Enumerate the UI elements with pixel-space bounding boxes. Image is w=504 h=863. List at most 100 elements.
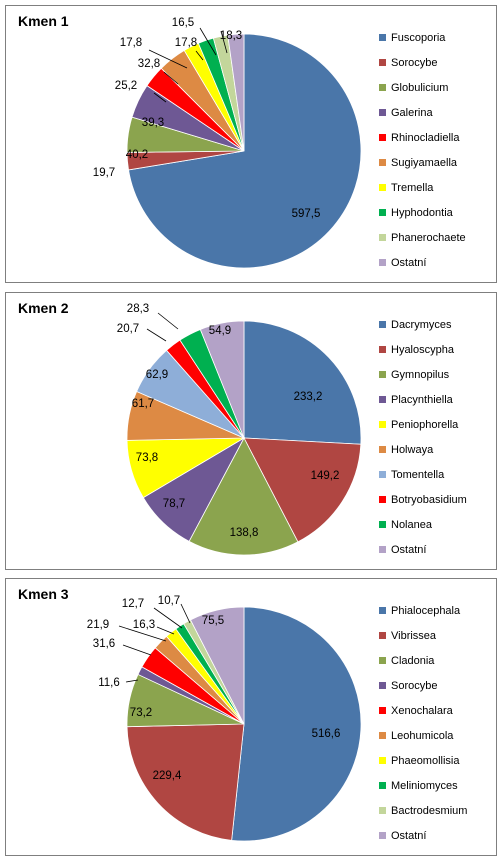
- data-label: 40,2: [126, 149, 148, 161]
- legend-item-galerina: Galerina: [379, 107, 433, 119]
- pie-chart-kmen-1: Kmen 1 597,5 19,7 40,2 39,3 25,232,8 17,8 17,8 1…: [18, 13, 466, 269]
- legend-swatch: [379, 59, 386, 66]
- legend-swatch: [379, 657, 386, 664]
- data-label: 73,2: [130, 707, 152, 719]
- chart-title: Kmen 1: [18, 13, 69, 29]
- legend-swatch: [379, 259, 386, 266]
- legend-label: Phaeomollisia: [391, 755, 460, 767]
- legend-label: Cladonia: [391, 655, 435, 667]
- data-label: 25,2: [115, 80, 137, 92]
- data-label: 62,9: [146, 369, 168, 381]
- legend-label: Meliniomyces: [391, 780, 458, 792]
- data-label: 31,6: [93, 638, 115, 650]
- leader-line: [148, 49, 188, 69]
- leader-line: [118, 625, 167, 642]
- legend-swatch: [379, 209, 386, 216]
- data-label: 516,6: [312, 728, 341, 740]
- legend-label: Galerina: [391, 107, 433, 119]
- legend-label: Dacrymyces: [391, 319, 452, 331]
- legend-swatch: [379, 109, 386, 116]
- legend-label: Hyaloscypha: [391, 344, 455, 356]
- legend-swatch: [379, 757, 386, 764]
- legend-swatch: [379, 471, 386, 478]
- legend-label: Tremella: [391, 182, 434, 194]
- leader-line: [195, 50, 204, 61]
- pie-slice-fuscoporia: [128, 33, 362, 269]
- leader-line: [156, 626, 175, 635]
- legend-swatch: [379, 159, 386, 166]
- legend-item-sugiyamaella: Sugiyamaella: [379, 157, 458, 169]
- pie-slice-phialocephala: [231, 606, 362, 842]
- legend-item-fuscoporia: Fuscoporia: [379, 32, 446, 44]
- legend-swatch: [379, 421, 386, 428]
- legend-label: Bactrodesmium: [391, 805, 467, 817]
- legend-label: Ostatní: [391, 544, 426, 556]
- legend-swatch: [379, 546, 386, 553]
- legend-label: Xenochalara: [391, 705, 454, 717]
- legend-item-phialocephala: Phialocephala: [379, 605, 461, 617]
- pie-slice-ostatni: [227, 33, 245, 152]
- data-label: 138,8: [230, 527, 259, 539]
- legend-label: Nolanea: [391, 519, 433, 531]
- leader-line: [199, 27, 217, 56]
- legend-label: Peniophorella: [391, 419, 459, 431]
- legend-swatch: [379, 632, 386, 639]
- data-label: 597,5: [292, 208, 321, 220]
- chart-panel-kmen-1: Kmen 1 597,5 19,7 40,2 39,3 25,2 32,8 17,8 17,8 1…: [5, 5, 497, 283]
- legend-item-holwaya: Holwaya: [379, 444, 434, 456]
- leader-line: [163, 71, 179, 85]
- legend-label: Hyphodontia: [391, 207, 454, 219]
- data-label: 21,9: [87, 619, 109, 631]
- pie-slice-hyaloscypha: [243, 437, 362, 543]
- legend-item-dacrymyces: Dacrymyces: [379, 319, 452, 331]
- legend-label: Holwaya: [391, 444, 434, 456]
- legend-swatch: [379, 184, 386, 191]
- data-label: 73,8: [136, 452, 158, 464]
- legend-item-peniophorella: Peniophorella: [379, 419, 459, 431]
- pie-slice-vibrissea: [126, 723, 245, 841]
- legend-swatch: [379, 732, 386, 739]
- legend-label: Sorocybe: [391, 57, 437, 69]
- legend-item-hyphodontia: Hyphodontia: [379, 207, 454, 219]
- legend-label: Phialocephala: [391, 605, 461, 617]
- legend-item-phanerochaete: Phanerochaete: [379, 232, 466, 244]
- leader-line: [122, 644, 152, 656]
- legend-swatch: [379, 521, 386, 528]
- legend-label: Placynthiella: [391, 394, 454, 406]
- legend-label: Gymnopilus: [391, 369, 450, 381]
- legend-item-botryobasidium: Botryobasidium: [379, 494, 467, 506]
- data-label: 12,7: [122, 598, 144, 610]
- legend-item-nolanea: Nolanea: [379, 519, 433, 531]
- legend-item-ostatni: Ostatní: [379, 544, 426, 556]
- legend-swatch: [379, 807, 386, 814]
- data-label: 20,7: [117, 323, 139, 335]
- legend-swatch: [379, 446, 386, 453]
- data-label: 16,3: [133, 619, 155, 631]
- data-label: 17,8: [120, 37, 142, 49]
- legend-item-tomentella: Tomentella: [379, 469, 445, 481]
- legend-item-rhinocladiella: Rhinocladiella: [379, 132, 460, 144]
- legend-swatch: [379, 496, 386, 503]
- legend-item-placynthiella: Placynthiella: [379, 394, 454, 406]
- data-label: 229,4: [153, 770, 182, 782]
- data-label: 39,3: [142, 117, 164, 129]
- legend-swatch: [379, 84, 386, 91]
- legend-label: Phanerochaete: [391, 232, 466, 244]
- legend-label: Globulicium: [391, 82, 448, 94]
- data-label: 10,7: [158, 595, 180, 607]
- legend-swatch: [379, 371, 386, 378]
- leader-line: [146, 328, 167, 342]
- legend-label: Fuscoporia: [391, 32, 446, 44]
- legend-item-ostatni: Ostatní: [379, 257, 426, 269]
- legend-item-tremella: Tremella: [379, 182, 434, 194]
- data-label: 19,7: [93, 167, 115, 179]
- legend-swatch: [379, 707, 386, 714]
- legend-label: Ostatní: [391, 257, 426, 269]
- legend-swatch: [379, 34, 386, 41]
- legend-item-bactrodesmium: Bactrodesmium: [379, 805, 467, 817]
- legend-item-gymnopilus: Gymnopilus: [379, 369, 450, 381]
- chart-title: Kmen 2: [18, 300, 69, 316]
- leader-line: [220, 30, 228, 54]
- pie-slice-gymnopilus: [188, 437, 299, 556]
- legend-swatch: [379, 134, 386, 141]
